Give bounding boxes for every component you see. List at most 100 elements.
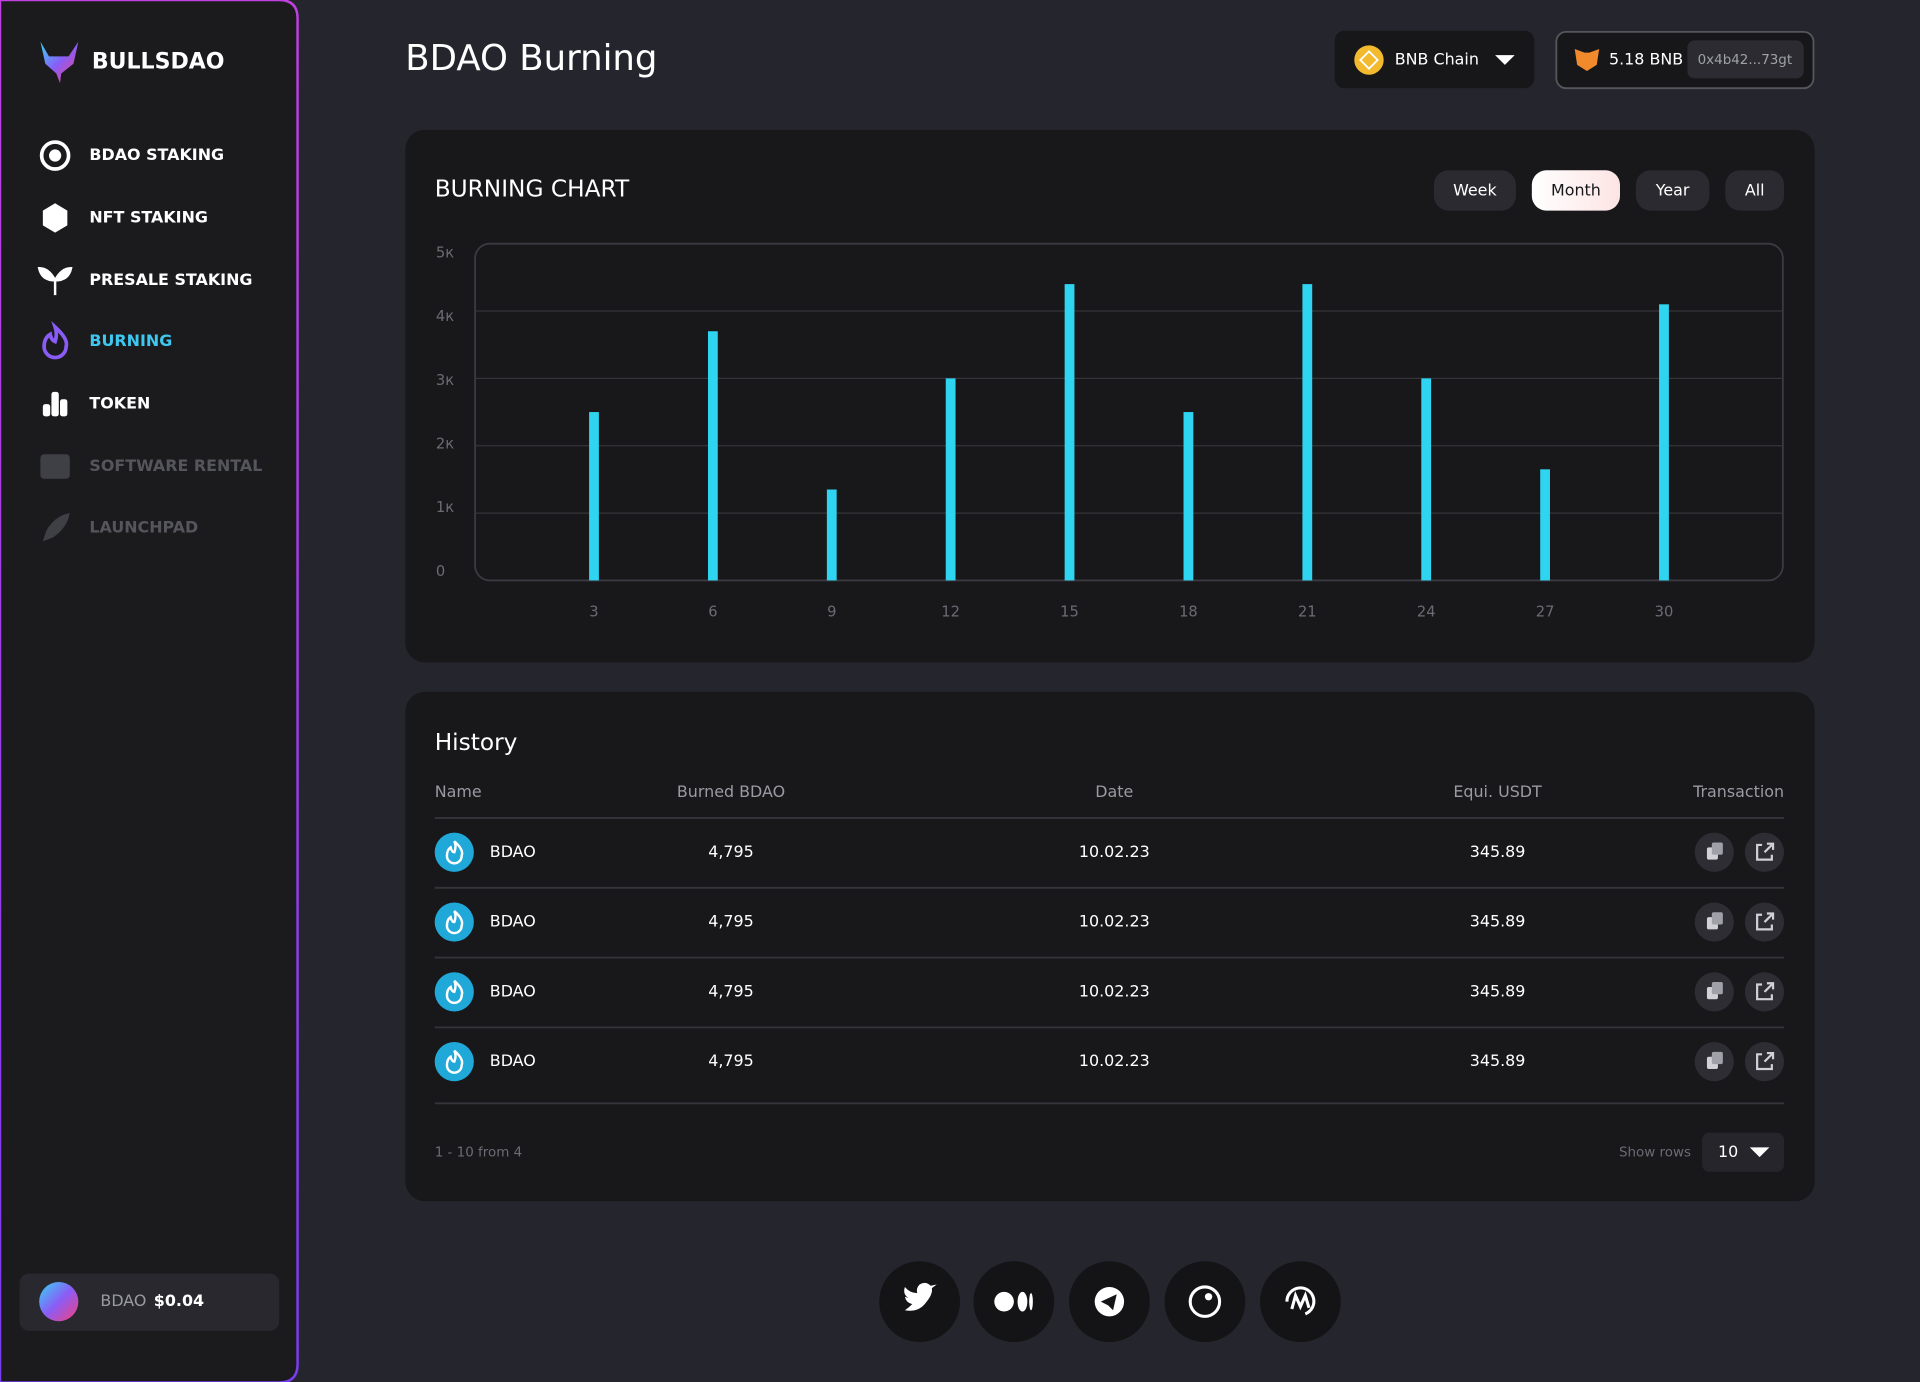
rows-select-bg[interactable] [1702,1132,1785,1172]
x-tick-label: 30 [1655,603,1674,620]
x-tick-label: 27 [1536,603,1555,620]
column-header: Equi. USDT [1453,782,1542,801]
social-medium[interactable] [973,1261,1055,1343]
copy-icon [1711,912,1723,925]
period-button[interactable] [1433,170,1516,211]
menu-label[interactable]: BDAO STAKING [89,145,224,164]
period-label[interactable]: Month [1551,181,1601,200]
network-name[interactable]: BNB Chain [1395,50,1479,69]
period-label[interactable]: Year [1655,181,1690,200]
bar [945,378,956,581]
period-button[interactable] [1635,170,1710,211]
x-tick-label: 3 [589,603,598,620]
y-tick-label: 5к [436,244,454,261]
social-coingecko[interactable] [1164,1261,1246,1343]
menu-icon [42,513,70,542]
dropdown-caret [1495,55,1515,65]
menu-label[interactable]: SOFTWARE RENTAL [89,456,262,475]
y-tick-label: 2к [436,436,454,453]
medium-icon [994,1291,1014,1312]
telegram-icon-plane [1100,1294,1117,1311]
pagination-info: 1 - 10 from 4 [435,1145,523,1160]
menu-item[interactable]: SOFTWARE RENTAL [40,454,262,479]
menu-item[interactable]: BDAO STAKING [39,140,224,171]
bar [1421,378,1432,581]
social-button[interactable] [1260,1261,1341,1343]
network-button[interactable]: BNB Chain [1334,30,1535,89]
social-button[interactable] [1164,1261,1246,1343]
menu-icon [48,149,62,162]
link-icon [1756,1051,1775,1071]
menu-item[interactable]: PRESALE STAKING [37,266,252,296]
wallet-button[interactable]: 5.18 BNB 0x4b42...73gt [1555,30,1815,90]
table-cell: 10.02.23 [1079,981,1150,1000]
history-card [405,691,1815,1202]
wallet-icon [1574,49,1600,72]
row-icon-flame [445,1049,464,1074]
social-twitter[interactable] [879,1261,960,1343]
menu-label[interactable]: TOKEN [89,394,150,413]
social-coinmarketcap[interactable] [1260,1261,1341,1343]
menu-icon [37,266,73,296]
open-link-button[interactable] [1744,902,1785,942]
bnb-icon-mark [1359,50,1379,70]
menu-item[interactable]: LAUNCHPAD [42,513,198,542]
table-cell: 4,795 [708,1051,754,1070]
token-logo [39,1282,79,1322]
bar [826,489,837,581]
menu-label[interactable]: LAUNCHPAD [89,517,198,536]
network-button-bg[interactable] [1334,30,1535,89]
cmc-icon [1285,1286,1316,1316]
table-cell: 345.89 [1470,912,1526,931]
column-header: Transaction [1692,782,1784,801]
y-tick-label: 0 [436,563,445,580]
table-cell: 10.02.23 [1079,842,1150,861]
plot-frame [474,242,1784,582]
bar [1302,284,1313,581]
price-box [19,1273,280,1332]
menu-item[interactable]: NFT STAKING [42,203,208,233]
menu-label[interactable]: BURNING [89,331,172,350]
copy-icon [1711,1051,1723,1065]
twitter-icon [904,1282,937,1311]
y-tick-label: 3к [436,372,454,389]
chart-card [405,129,1815,663]
menu-icon [42,320,69,360]
menu-label[interactable]: PRESALE STAKING [89,270,252,289]
table-cell: 345.89 [1470,842,1526,861]
menu-item[interactable]: TOKEN [42,391,150,417]
x-tick-label: 21 [1298,603,1317,620]
table-cell: BDAO [490,981,536,1000]
column-header: Name [435,782,482,801]
x-tick-label: 6 [708,603,717,620]
period-label[interactable]: All [1745,181,1765,200]
menu-icon [40,454,70,479]
table-cell: BDAO [490,842,536,861]
social-telegram[interactable] [1068,1261,1150,1343]
column-header: Date [1095,782,1133,801]
history-title: History [435,729,518,756]
link-icon [1756,982,1775,1001]
rows-per-page[interactable]: 10 [1718,1142,1738,1161]
row-icon-flame [445,979,464,1005]
dropdown-caret [1749,1147,1770,1158]
menu-label[interactable]: NFT STAKING [89,207,208,226]
table-cell: 10.02.23 [1079,1051,1150,1070]
period-button[interactable] [1725,170,1785,211]
menu-item[interactable]: BURNING [42,320,172,360]
period-label[interactable]: Week [1453,181,1497,200]
period-button[interactable] [1531,170,1620,211]
chart-title: BURNING CHART [435,175,630,202]
rows-label: Show rows [1619,1145,1691,1160]
table-cell: 345.89 [1470,1051,1526,1070]
x-tick-label: 9 [827,603,836,620]
y-tick-label: 4к [436,308,454,325]
wallet-address: 0x4b42...73gt [1698,53,1793,68]
x-tick-label: 18 [1179,603,1198,620]
table-cell: BDAO [490,1051,536,1070]
rows-select[interactable]: 10 [1702,1132,1785,1172]
table-cell: 345.89 [1470,981,1526,1000]
x-tick-label: 15 [1060,603,1079,620]
link-icon [1756,842,1775,861]
